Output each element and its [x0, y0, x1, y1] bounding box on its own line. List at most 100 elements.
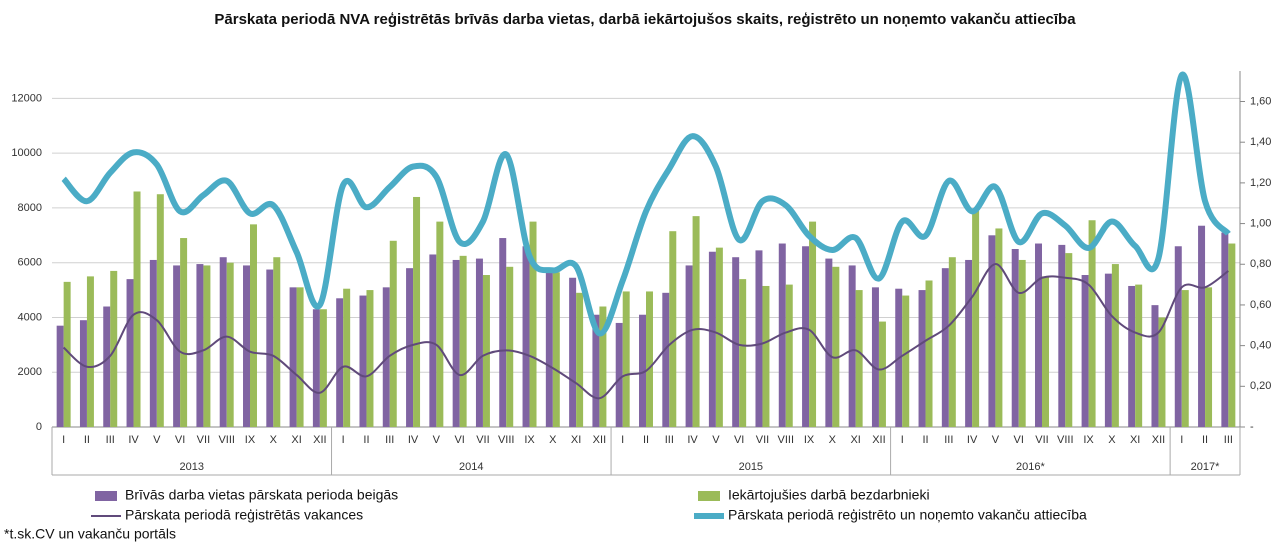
- x-tick-label: II: [922, 434, 928, 446]
- bar: [809, 221, 817, 427]
- x-tick-label: II: [643, 434, 649, 446]
- bar: [499, 238, 507, 427]
- bar: [243, 265, 250, 427]
- x-tick-label: III: [665, 434, 674, 446]
- bar: [126, 279, 134, 427]
- x-tick-label: VIII: [778, 434, 795, 446]
- bar: [173, 265, 181, 427]
- bar: [692, 216, 700, 427]
- bar: [988, 235, 996, 427]
- x-tick-label: VII: [756, 434, 769, 446]
- y-tick-label: 10000: [11, 147, 42, 159]
- x-group-label: 2016*: [1016, 461, 1045, 473]
- bar: [669, 231, 677, 427]
- x-tick-label: I: [62, 434, 65, 446]
- bar: [406, 268, 414, 427]
- bar: [1221, 232, 1229, 427]
- bar: [592, 314, 600, 427]
- bar: [343, 288, 351, 427]
- chart-title: Pārskata periodā NVA reģistrētās brīvās …: [214, 11, 1076, 28]
- x-tick-label: I: [342, 434, 345, 446]
- line: [62, 263, 1229, 400]
- legend-label: Iekārtojušies darbā bezdarbnieki: [728, 487, 930, 503]
- bar: [878, 321, 886, 427]
- x-tick-label: II: [363, 434, 369, 446]
- x-tick-label: V: [992, 434, 1000, 446]
- x-group-label: 2014: [459, 461, 483, 473]
- bar: [732, 257, 740, 427]
- bar: [366, 290, 374, 427]
- y2-tick-label: 0,60: [1250, 299, 1271, 311]
- x-tick-label: X: [829, 434, 837, 446]
- x-tick-label: VI: [454, 434, 464, 446]
- legend-label: Brīvās darba vietas pārskata perioda bei…: [125, 487, 398, 503]
- bar: [226, 262, 234, 427]
- bar: [336, 298, 344, 427]
- bar: [1058, 244, 1066, 427]
- bar: [918, 290, 926, 427]
- x-group-label: 2015: [739, 461, 763, 473]
- x-tick-label: IX: [1083, 434, 1094, 446]
- bar: [662, 292, 670, 427]
- legend-label: Pārskata periodā reģistrētās vakances: [125, 507, 363, 523]
- bar: [103, 306, 111, 427]
- bar: [995, 228, 1003, 427]
- bar: [739, 279, 747, 427]
- bar: [1174, 246, 1182, 427]
- y2-tick-label: 1,40: [1250, 136, 1271, 148]
- x-tick-label: IV: [408, 434, 419, 446]
- x-tick-label: X: [549, 434, 557, 446]
- bar: [180, 238, 188, 427]
- legend-label: Pārskata periodā reģistrēto un noņemto v…: [728, 507, 1087, 523]
- x-tick-label: VIII: [498, 434, 515, 446]
- bar: [615, 322, 623, 427]
- bar: [289, 287, 297, 427]
- bar: [552, 272, 560, 427]
- bar: [639, 314, 646, 427]
- bar: [762, 285, 770, 427]
- x-tick-label: III: [944, 434, 953, 446]
- x-tick-label: V: [433, 434, 441, 446]
- bar: [755, 250, 763, 427]
- x-tick-label: VII: [476, 434, 489, 446]
- legend-swatch: [698, 491, 720, 501]
- x-tick-label: XII: [593, 434, 606, 446]
- y2-tick-label: 1,60: [1250, 95, 1271, 107]
- bar: [133, 191, 141, 427]
- x-tick-label: VII: [1035, 434, 1048, 446]
- x-tick-label: VI: [734, 434, 744, 446]
- bar: [1042, 276, 1049, 427]
- bar: [855, 290, 863, 427]
- bar: [56, 325, 64, 427]
- bar: [1011, 249, 1019, 427]
- bar: [156, 194, 164, 427]
- bar: [1151, 305, 1159, 427]
- bar: [948, 257, 956, 427]
- bar: [708, 251, 716, 427]
- bar: [1198, 225, 1206, 427]
- x-tick-label: III: [385, 434, 394, 446]
- x-group-label: 2017*: [1191, 461, 1220, 473]
- x-tick-label: XII: [872, 434, 885, 446]
- ratio-line: [61, 71, 1231, 337]
- y2-tick-label: 1,00: [1250, 217, 1271, 229]
- x-tick-label: XI: [291, 434, 301, 446]
- x-tick-label: X: [270, 434, 278, 446]
- bar: [1181, 290, 1189, 427]
- bar: [685, 265, 693, 427]
- bar: [848, 265, 856, 427]
- bar: [452, 259, 460, 427]
- bar: [382, 287, 390, 427]
- y2-tick-label: 1,20: [1250, 177, 1271, 189]
- bar: [1104, 273, 1112, 427]
- bar: [522, 246, 530, 427]
- bar: [219, 257, 227, 427]
- bar: [1158, 317, 1166, 427]
- bar: [832, 266, 840, 427]
- bar: [1081, 275, 1089, 427]
- x-tick-label: I: [1180, 434, 1183, 446]
- y-tick-label: 6000: [18, 257, 42, 269]
- bar: [273, 257, 281, 427]
- x-tick-label: XII: [313, 434, 326, 446]
- bar: [196, 264, 204, 427]
